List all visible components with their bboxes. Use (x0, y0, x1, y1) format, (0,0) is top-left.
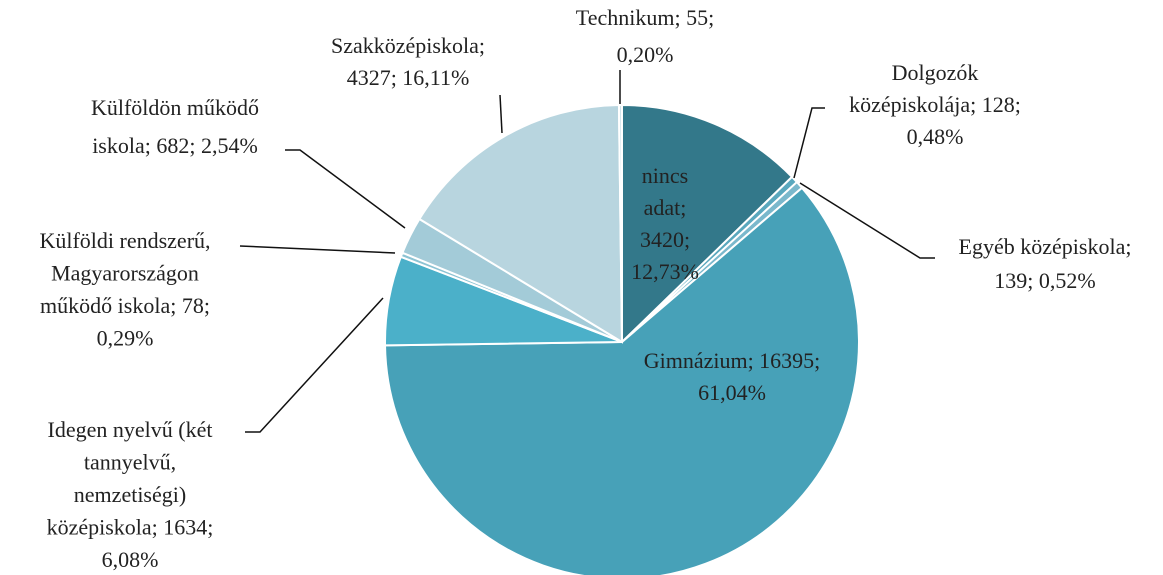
data-label: nemzetiségi) (74, 482, 186, 507)
data-label: Külföldi rendszerű, (39, 228, 210, 253)
leader-line (239, 245, 396, 254)
data-label: 4327; 16,11% (347, 65, 470, 90)
pie-slice (384, 186, 860, 575)
data-label: Egyéb középiskola; (959, 234, 1132, 259)
data-label: középiskolája; 128; (849, 92, 1021, 117)
data-label: 0,29% (97, 326, 154, 351)
data-label: nincs (642, 163, 688, 188)
leader-line (285, 149, 406, 229)
data-label: 0,20% (617, 42, 674, 67)
data-label: működő iskola; 78; (40, 293, 210, 318)
pie-slice (617, 103, 623, 343)
data-label: adat; (644, 195, 687, 220)
pie-slice (418, 104, 624, 344)
pie-slice (621, 103, 794, 345)
leader-line (499, 94, 503, 134)
data-label: 12,73% (631, 259, 699, 284)
data-label: Idegen nyelvű (két (48, 417, 213, 442)
data-label: Dolgozók (892, 60, 979, 85)
data-label: Gimnázium; 16395; (644, 348, 821, 373)
data-label: 0,48% (907, 124, 964, 149)
leader-line (245, 297, 384, 433)
data-label: 3420; (640, 227, 690, 252)
data-label: 61,04% (698, 380, 766, 405)
data-label: 139; 0,52% (994, 268, 1095, 293)
leader-line (799, 182, 935, 259)
data-label: középiskola; 1634; (47, 515, 214, 540)
data-label: Magyarországon (51, 261, 199, 286)
data-label: iskola; 682; 2,54% (92, 133, 258, 158)
data-label: 6,08% (102, 547, 159, 572)
leader-line (793, 107, 825, 179)
data-label: Technikum; 55; (576, 5, 714, 30)
data-label: tannyelvű, (84, 450, 176, 475)
data-label: Külföldön működő (91, 95, 259, 120)
data-label: Szakközépiskola; (331, 33, 485, 58)
